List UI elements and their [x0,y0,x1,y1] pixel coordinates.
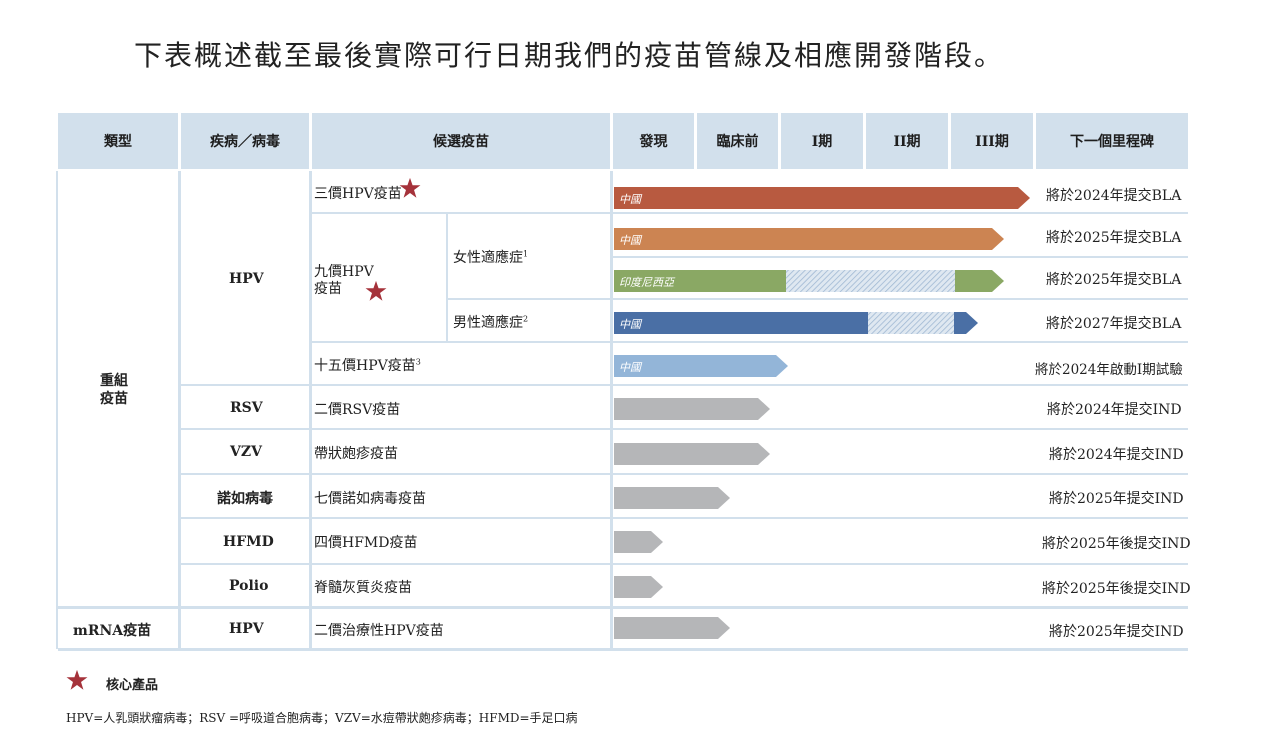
bar-label-region: 中國 [619,318,641,331]
milestone-polio: 將於2025年後提交IND [1042,581,1191,597]
footnote-marker: 2 [523,314,529,324]
disease-polio: Polio [229,578,269,594]
bar-hpv9-female-indonesia-hatched [786,270,955,292]
bar-hpv3 [614,187,1030,209]
bar-label-region: 中國 [619,361,641,374]
row-line [312,212,1188,214]
header-milestone: 下一個里程碑 [1036,113,1188,169]
bar-hpv9-female-indonesia-tip [955,270,1004,292]
header-candidate: 候選疫苗 [312,113,610,169]
bar-noro [614,487,730,509]
candidate-hpv15-label: 十五價HPV疫苗 [314,358,416,374]
milestone-hpv9-male: 將於2027年提交BLA [1046,316,1182,332]
milestone-mrna-hpv: 將於2025年提交IND [1049,624,1184,640]
core-product-star-icon [365,280,387,301]
table-border-left [56,171,58,607]
disease-hpv-mrna: HPV [229,621,264,637]
bar-hpv9-male-tip [954,312,978,334]
bar-polio [614,576,663,598]
row-line [181,384,1188,386]
candidate-hpv15: 十五價HPV疫苗3 [314,355,421,375]
milestone-noro: 將於2025年提交IND [1049,491,1184,507]
row-line [613,256,1188,258]
indication-female-label: 女性適應症 [453,250,523,266]
candidate-vzv: 帶狀皰疹疫苗 [314,446,398,462]
bar-label-region: 印度尼西亞 [619,276,674,289]
candidate-mrna-hpv: 二價治療性HPV疫苗 [314,623,444,639]
table-border-left-mrna [56,607,58,649]
candidate-rsv: 二價RSV疫苗 [314,402,401,418]
bar-hfmd [614,531,663,553]
disease-vzv: VZV [230,444,262,460]
bar-hpv15 [614,355,788,377]
row-line [58,648,1188,651]
legend-star-icon [66,669,88,690]
footnote-marker: 1 [523,249,529,259]
row-line [181,428,1188,430]
milestone-hpv9-female-china: 將於2025年提交BLA [1046,230,1182,246]
type-recombinant: 重組 疫苗 [100,373,128,407]
bar-vzv [614,443,770,465]
header-discovery: 發現 [613,113,694,169]
type-mrna: mRNA疫苗 [73,623,152,639]
bar-mrna-hpv [614,617,730,639]
header-preclinical: 臨床前 [697,113,778,169]
row-line [181,517,1188,519]
milestone-hfmd: 將於2025年後提交IND [1042,536,1191,552]
candidate-hfmd: 四價HFMD疫苗 [314,535,418,551]
milestone-hpv3: 將於2024年提交BLA [1046,188,1182,204]
legend-core-product: 核心產品 [106,678,159,693]
indication-male-label: 男性適應症 [453,315,523,331]
row-line [312,341,1188,343]
bar-label-region: 中國 [619,234,641,247]
header-phase1: I期 [781,113,863,169]
bar-hpv9-male-hatched [868,312,954,334]
row-line [181,563,1188,565]
table-divider-indication [446,213,448,341]
row-line [58,606,1188,609]
candidate-hpv3: 三價HPV疫苗 [314,186,402,202]
disease-hpv: HPV [229,271,264,287]
page-title: 下表概述截至最後實際可行日期我們的疫苗管線及相應開發階段。 [134,39,1005,72]
table-divider-type [178,171,181,649]
candidate-polio: 脊髓灰質炎疫苗 [314,580,412,596]
milestone-hpv15: 將於2024年啟動I期試驗 [1035,362,1183,378]
header-phase3: III期 [951,113,1033,169]
candidate-hpv9-line1: 九價HPV [314,264,374,280]
header-disease: 疾病／病毒 [181,113,309,169]
disease-rsv: RSV [230,400,263,416]
bar-hpv9-female-china [614,228,1004,250]
bar-rsv [614,398,770,420]
row-line [181,473,1188,475]
table-divider-disease [309,171,312,649]
footnote-marker: 3 [415,357,421,367]
row-line [448,298,1188,300]
table-divider-candidate [610,171,613,649]
core-product-star-icon [399,177,421,198]
candidate-hpv9-line2: 疫苗 [314,281,342,297]
indication-male: 男性適應症2 [453,312,528,332]
bar-label-region: 中國 [619,193,641,206]
disease-noro: 諾如病毒 [217,491,273,507]
bar-hpv9-female-indonesia [614,270,786,292]
header-phase2: II期 [866,113,948,169]
abbreviation-footnote: HPV=人乳頭狀瘤病毒；RSV =呼吸道合胞病毒；VZV=水痘帶狀皰疹病毒；HF… [66,711,578,725]
milestone-rsv: 將於2024年提交IND [1047,402,1182,418]
indication-female: 女性適應症1 [453,247,528,267]
bar-hpv9-male [614,312,868,334]
milestone-vzv: 將於2024年提交IND [1049,447,1184,463]
candidate-noro: 七價諾如病毒疫苗 [314,491,426,507]
milestone-hpv9-female-indonesia: 將於2025年提交BLA [1046,272,1182,288]
header-type: 類型 [58,113,178,169]
disease-hfmd: HFMD [223,534,274,550]
